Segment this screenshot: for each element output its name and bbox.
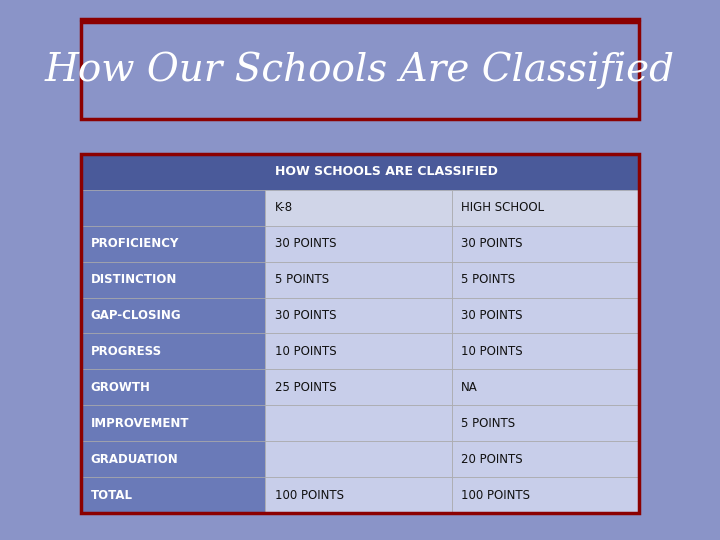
FancyBboxPatch shape xyxy=(81,226,265,261)
FancyBboxPatch shape xyxy=(81,154,639,190)
Text: 30 POINTS: 30 POINTS xyxy=(274,237,336,250)
FancyBboxPatch shape xyxy=(81,298,265,333)
FancyBboxPatch shape xyxy=(452,441,639,477)
FancyBboxPatch shape xyxy=(265,298,452,333)
FancyBboxPatch shape xyxy=(452,298,639,333)
FancyBboxPatch shape xyxy=(81,477,265,513)
Text: 10 POINTS: 10 POINTS xyxy=(274,345,336,358)
Text: 100 POINTS: 100 POINTS xyxy=(462,489,531,502)
Text: PROFICIENCY: PROFICIENCY xyxy=(91,237,179,250)
Text: 30 POINTS: 30 POINTS xyxy=(462,237,523,250)
Text: 100 POINTS: 100 POINTS xyxy=(274,489,343,502)
Text: 30 POINTS: 30 POINTS xyxy=(274,309,336,322)
FancyBboxPatch shape xyxy=(265,477,452,513)
Text: K-8: K-8 xyxy=(274,201,293,214)
FancyBboxPatch shape xyxy=(452,226,639,261)
Text: HOW SCHOOLS ARE CLASSIFIED: HOW SCHOOLS ARE CLASSIFIED xyxy=(275,165,498,178)
FancyBboxPatch shape xyxy=(452,190,639,226)
Text: NA: NA xyxy=(462,381,478,394)
FancyBboxPatch shape xyxy=(265,441,452,477)
Text: HIGH SCHOOL: HIGH SCHOOL xyxy=(462,201,544,214)
Text: GAP-CLOSING: GAP-CLOSING xyxy=(91,309,181,322)
Text: How Our Schools Are Classified: How Our Schools Are Classified xyxy=(45,51,675,89)
Text: 10 POINTS: 10 POINTS xyxy=(462,345,523,358)
Text: 5 POINTS: 5 POINTS xyxy=(462,273,516,286)
FancyBboxPatch shape xyxy=(265,405,452,441)
Text: 30 POINTS: 30 POINTS xyxy=(462,309,523,322)
FancyBboxPatch shape xyxy=(81,441,265,477)
FancyBboxPatch shape xyxy=(265,369,452,405)
FancyBboxPatch shape xyxy=(81,190,265,226)
FancyBboxPatch shape xyxy=(81,22,639,119)
FancyBboxPatch shape xyxy=(81,369,265,405)
FancyBboxPatch shape xyxy=(452,261,639,298)
Text: IMPROVEMENT: IMPROVEMENT xyxy=(91,417,189,430)
Text: GROWTH: GROWTH xyxy=(91,381,150,394)
FancyBboxPatch shape xyxy=(265,226,452,261)
Text: 25 POINTS: 25 POINTS xyxy=(274,381,336,394)
FancyBboxPatch shape xyxy=(452,405,639,441)
Text: DISTINCTION: DISTINCTION xyxy=(91,273,177,286)
FancyBboxPatch shape xyxy=(452,333,639,369)
Text: PROGRESS: PROGRESS xyxy=(91,345,162,358)
FancyBboxPatch shape xyxy=(81,261,265,298)
FancyBboxPatch shape xyxy=(265,261,452,298)
Text: 5 POINTS: 5 POINTS xyxy=(462,417,516,430)
Text: 20 POINTS: 20 POINTS xyxy=(462,453,523,465)
FancyBboxPatch shape xyxy=(265,190,452,226)
Text: TOTAL: TOTAL xyxy=(91,489,132,502)
FancyBboxPatch shape xyxy=(265,333,452,369)
Text: 5 POINTS: 5 POINTS xyxy=(274,273,329,286)
FancyBboxPatch shape xyxy=(81,333,265,369)
FancyBboxPatch shape xyxy=(452,369,639,405)
FancyBboxPatch shape xyxy=(452,477,639,513)
FancyBboxPatch shape xyxy=(81,405,265,441)
Text: GRADUATION: GRADUATION xyxy=(91,453,179,465)
